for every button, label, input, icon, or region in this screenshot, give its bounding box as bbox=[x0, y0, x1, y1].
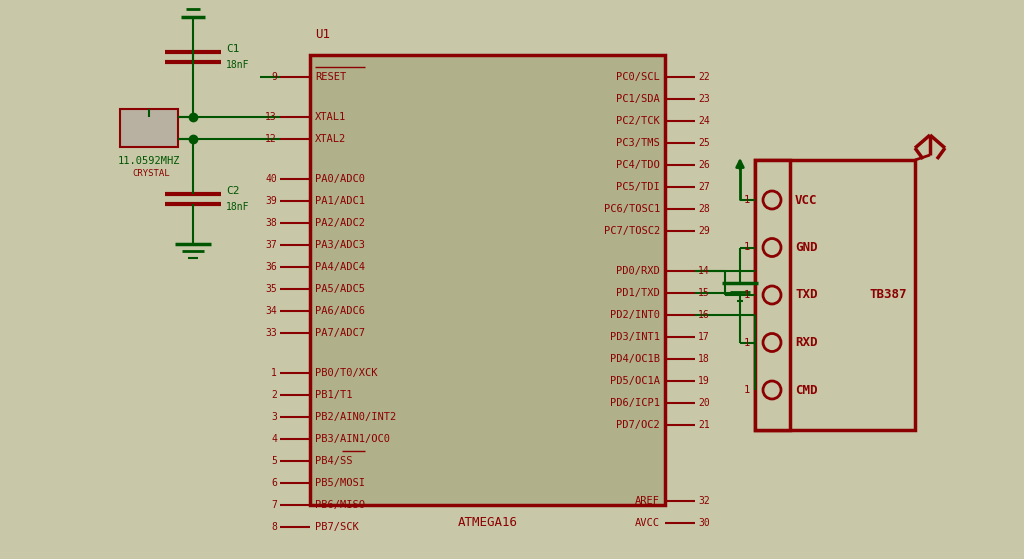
Text: PC5/TDI: PC5/TDI bbox=[616, 182, 660, 192]
Text: 2: 2 bbox=[271, 390, 278, 400]
Text: PB7/SCK: PB7/SCK bbox=[315, 522, 358, 532]
Text: 5: 5 bbox=[271, 456, 278, 466]
Bar bbox=[755, 160, 790, 430]
Text: 26: 26 bbox=[698, 160, 710, 170]
Text: PB3/AIN1/OC0: PB3/AIN1/OC0 bbox=[315, 434, 390, 444]
Text: PD4/OC1B: PD4/OC1B bbox=[610, 354, 660, 364]
Text: C2: C2 bbox=[226, 186, 240, 196]
Bar bbox=[310, 55, 665, 505]
Text: AVCC: AVCC bbox=[635, 518, 660, 528]
Text: PC4/TDO: PC4/TDO bbox=[616, 160, 660, 170]
Text: 34: 34 bbox=[265, 306, 278, 316]
Text: CRYSTAL: CRYSTAL bbox=[132, 168, 170, 178]
Text: PA3/ADC3: PA3/ADC3 bbox=[315, 240, 365, 250]
Text: 16: 16 bbox=[698, 310, 710, 320]
Text: AREF: AREF bbox=[635, 496, 660, 506]
Text: PD2/INT0: PD2/INT0 bbox=[610, 310, 660, 320]
Text: 13: 13 bbox=[265, 112, 278, 122]
Text: 20: 20 bbox=[698, 398, 710, 408]
Text: PD7/OC2: PD7/OC2 bbox=[616, 420, 660, 430]
Text: 35: 35 bbox=[265, 284, 278, 294]
Text: PB1/T1: PB1/T1 bbox=[315, 390, 352, 400]
Text: VCC: VCC bbox=[795, 193, 817, 206]
Bar bbox=[755, 160, 915, 430]
Text: U1: U1 bbox=[315, 29, 330, 41]
Text: 11.0592MHZ: 11.0592MHZ bbox=[118, 156, 180, 166]
Text: 15: 15 bbox=[698, 288, 710, 298]
Text: TXD: TXD bbox=[795, 288, 817, 301]
Text: PA2/ADC2: PA2/ADC2 bbox=[315, 218, 365, 228]
Text: 37: 37 bbox=[265, 240, 278, 250]
Text: 33: 33 bbox=[265, 328, 278, 338]
Text: 19: 19 bbox=[698, 376, 710, 386]
Text: 18nF: 18nF bbox=[226, 60, 250, 70]
Text: PB2/AIN0/INT2: PB2/AIN0/INT2 bbox=[315, 412, 396, 422]
Text: 8: 8 bbox=[271, 522, 278, 532]
Text: 1: 1 bbox=[743, 243, 750, 253]
Text: 1: 1 bbox=[743, 195, 750, 205]
Text: CMD: CMD bbox=[795, 383, 817, 396]
Text: 12: 12 bbox=[265, 134, 278, 144]
Text: PC6/TOSC1: PC6/TOSC1 bbox=[604, 204, 660, 214]
Text: PC7/TOSC2: PC7/TOSC2 bbox=[604, 226, 660, 236]
Text: RESET: RESET bbox=[315, 72, 346, 82]
Text: 23: 23 bbox=[698, 94, 710, 104]
Text: 29: 29 bbox=[698, 226, 710, 236]
Text: 1: 1 bbox=[743, 338, 750, 348]
Text: PA7/ADC7: PA7/ADC7 bbox=[315, 328, 365, 338]
Text: PD5/OC1A: PD5/OC1A bbox=[610, 376, 660, 386]
Text: ATMEGA16: ATMEGA16 bbox=[458, 517, 517, 529]
Text: 22: 22 bbox=[698, 72, 710, 82]
Text: PA5/ADC5: PA5/ADC5 bbox=[315, 284, 365, 294]
Text: 3: 3 bbox=[271, 412, 278, 422]
Text: PB4/SS: PB4/SS bbox=[315, 456, 352, 466]
Text: RXD: RXD bbox=[795, 336, 817, 349]
Text: 14: 14 bbox=[698, 266, 710, 276]
Text: 1: 1 bbox=[271, 368, 278, 378]
Text: 1: 1 bbox=[743, 290, 750, 300]
Text: 36: 36 bbox=[265, 262, 278, 272]
Text: 32: 32 bbox=[698, 496, 710, 506]
Text: PC1/SDA: PC1/SDA bbox=[616, 94, 660, 104]
Text: 38: 38 bbox=[265, 218, 278, 228]
Text: 7: 7 bbox=[271, 500, 278, 510]
Text: PC3/TMS: PC3/TMS bbox=[616, 138, 660, 148]
Text: PB0/T0/XCK: PB0/T0/XCK bbox=[315, 368, 378, 378]
Text: 28: 28 bbox=[698, 204, 710, 214]
Text: 39: 39 bbox=[265, 196, 278, 206]
Text: PC2/TCK: PC2/TCK bbox=[616, 116, 660, 126]
Text: PD0/RXD: PD0/RXD bbox=[616, 266, 660, 276]
Text: PD6/ICP1: PD6/ICP1 bbox=[610, 398, 660, 408]
Text: 9: 9 bbox=[271, 72, 278, 82]
Text: 17: 17 bbox=[698, 332, 710, 342]
Text: PA4/ADC4: PA4/ADC4 bbox=[315, 262, 365, 272]
Text: 40: 40 bbox=[265, 174, 278, 184]
Text: GND: GND bbox=[795, 241, 817, 254]
Text: 21: 21 bbox=[698, 420, 710, 430]
Text: 4: 4 bbox=[271, 434, 278, 444]
Text: PC0/SCL: PC0/SCL bbox=[616, 72, 660, 82]
Text: PA6/ADC6: PA6/ADC6 bbox=[315, 306, 365, 316]
Text: 30: 30 bbox=[698, 518, 710, 528]
Text: PD1/TXD: PD1/TXD bbox=[616, 288, 660, 298]
Text: PB6/MISO: PB6/MISO bbox=[315, 500, 365, 510]
Text: 18nF: 18nF bbox=[226, 202, 250, 212]
Text: TB387: TB387 bbox=[869, 288, 907, 301]
Text: 27: 27 bbox=[698, 182, 710, 192]
Bar bbox=[120, 109, 178, 147]
Text: PA1/ADC1: PA1/ADC1 bbox=[315, 196, 365, 206]
Text: 1: 1 bbox=[743, 385, 750, 395]
Text: PA0/ADC0: PA0/ADC0 bbox=[315, 174, 365, 184]
Text: XTAL1: XTAL1 bbox=[315, 112, 346, 122]
Text: PD3/INT1: PD3/INT1 bbox=[610, 332, 660, 342]
Text: 25: 25 bbox=[698, 138, 710, 148]
Text: 6: 6 bbox=[271, 478, 278, 488]
Text: XTAL2: XTAL2 bbox=[315, 134, 346, 144]
Text: C1: C1 bbox=[226, 44, 240, 54]
Text: 24: 24 bbox=[698, 116, 710, 126]
Text: 18: 18 bbox=[698, 354, 710, 364]
Text: PB5/MOSI: PB5/MOSI bbox=[315, 478, 365, 488]
